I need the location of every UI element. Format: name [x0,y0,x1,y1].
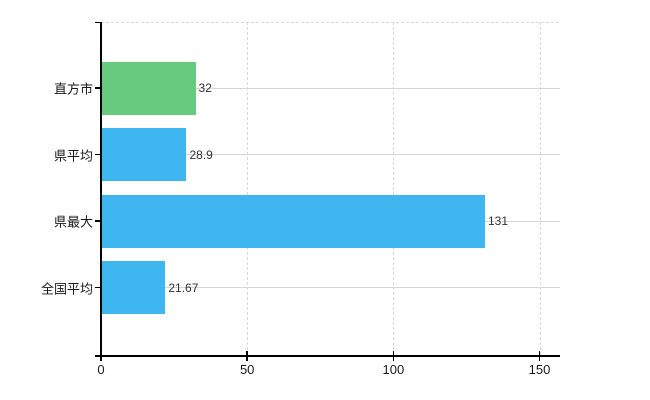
bar-1 [102,128,187,181]
y-axis-tick-0 [95,87,101,89]
value-label-3: 21.67 [168,280,199,295]
y-axis-tick-3 [95,286,101,289]
value-label-0: 32 [198,81,212,95]
x-tick-label-150: 150 [528,362,551,377]
gridline-row-1 [101,154,560,155]
y-axis-tick-2 [95,220,101,222]
category-label-1: 県平均 [53,148,93,163]
x-axis-tick-150 [538,351,541,361]
gridline-x-50 [247,22,249,356]
y-axis-top-tick [95,21,101,23]
x-axis-line [95,355,560,357]
y-axis-line [100,22,102,359]
x-tick-label-50: 50 [239,362,255,377]
gridline-x-100 [393,22,395,356]
x-axis-tick-100 [392,351,395,361]
value-label-1: 28.9 [189,147,213,162]
plot-top-border [101,22,560,23]
category-label-0: 直方市 [53,81,93,97]
x-axis-tick-50 [246,351,248,361]
category-label-2: 県最大 [53,214,93,230]
y-axis-tick-1 [95,153,101,156]
gridline-row-0 [101,87,560,89]
plot-area [101,22,560,356]
bar-0 [102,61,196,115]
gridline-row-3 [101,287,560,288]
bar-3 [102,261,166,314]
gridline-x-150 [539,22,541,356]
value-label-2: 131 [487,214,509,228]
x-tick-label-100: 100 [382,362,405,377]
x-tick-label-0: 0 [97,362,105,377]
category-label-3: 全国平均 [40,281,93,296]
x-axis-tick-0 [100,351,102,361]
bar-2 [102,194,485,248]
